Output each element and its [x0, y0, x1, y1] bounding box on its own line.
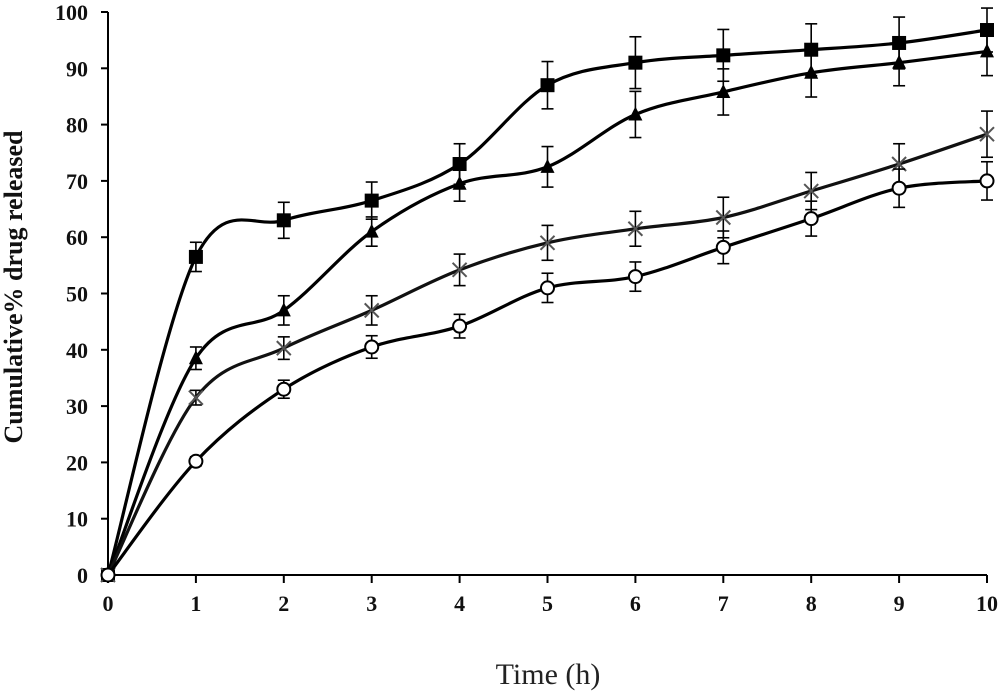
data-point-circle	[627, 269, 643, 285]
data-point-circle	[540, 280, 555, 296]
data-point-circle	[188, 453, 204, 469]
x-tick-label: 7	[718, 591, 729, 616]
data-point-square	[452, 157, 467, 172]
data-point-triangle	[276, 302, 291, 317]
series-4	[100, 160, 995, 583]
cross-stroke	[715, 209, 732, 226]
x-tick-label: 3	[366, 591, 377, 616]
data-point-cross	[539, 235, 556, 251]
data-point-square	[540, 78, 555, 93]
x-tick-label: 2	[278, 591, 289, 616]
data-point-circle	[100, 567, 116, 583]
cross-stroke	[979, 126, 995, 142]
data-point-square	[276, 213, 291, 228]
data-point-triangle	[804, 64, 819, 79]
cross-stroke	[276, 340, 292, 356]
x-tick-label: 5	[542, 591, 553, 616]
cross-stroke	[803, 183, 819, 199]
data-point-cross	[276, 340, 292, 356]
series-2	[101, 26, 994, 581]
x-tick-label: 4	[454, 591, 465, 616]
cross-stroke	[451, 262, 468, 278]
data-point-square	[364, 193, 379, 208]
y-tick-label: 70	[66, 169, 88, 194]
cross-stroke	[363, 302, 380, 319]
data-point-triangle	[980, 43, 994, 58]
data-point-cross	[979, 126, 995, 142]
x-tick-label: 0	[103, 591, 114, 616]
x-axis-title: Time (h)	[496, 658, 601, 691]
series-layer	[100, 7, 995, 583]
y-tick-label: 40	[66, 338, 88, 363]
data-point-circle	[803, 211, 819, 227]
x-tick-label: 8	[806, 591, 817, 616]
data-point-circle	[364, 339, 380, 355]
data-point-circle	[715, 239, 731, 255]
x-tick-label: 1	[190, 591, 201, 616]
cross-stroke	[539, 235, 556, 251]
data-point-circle	[276, 381, 292, 397]
data-point-circle	[891, 180, 907, 196]
data-point-cross	[627, 221, 644, 237]
data-point-circle	[452, 318, 468, 334]
cross-stroke	[188, 389, 204, 406]
data-point-triangle	[892, 54, 907, 69]
data-point-cross	[363, 302, 380, 319]
data-point-cross	[803, 183, 819, 199]
data-point-cross	[715, 209, 732, 226]
data-point-square	[716, 48, 731, 63]
data-point-square	[628, 55, 643, 70]
x-tick-label: 9	[894, 591, 905, 616]
x-tick-label: 10	[976, 591, 998, 616]
data-point-triangle	[716, 83, 731, 98]
data-point-cross	[188, 389, 204, 406]
y-axis-ticks: 0 10 20 30 40 50 60 70 80 90 100	[55, 0, 108, 588]
data-point-circle	[979, 173, 995, 189]
data-point-triangle	[628, 106, 643, 121]
series-line	[106, 179, 988, 576]
x-tick-label: 6	[630, 591, 641, 616]
y-tick-label: 10	[66, 507, 88, 532]
y-tick-label: 80	[66, 113, 88, 138]
series-line	[106, 49, 988, 576]
y-tick-label: 90	[66, 56, 88, 81]
y-tick-label: 50	[66, 282, 88, 307]
y-tick-label: 60	[66, 225, 88, 250]
axes: 0 10 20 30 40 50 60 70 80 90 100 0 1 2 3 4 5 6 7 8 9 10	[55, 0, 998, 616]
x-axis-ticks: 0 1 2 3 4 5 6 7 8 9 10	[103, 575, 998, 616]
y-axis-title: Cumulative% drug released	[0, 130, 28, 443]
data-point-triangle	[188, 350, 203, 365]
data-point-square	[188, 249, 203, 264]
data-point-triangle	[452, 175, 467, 190]
cross-stroke	[627, 221, 644, 237]
y-tick-label: 100	[55, 0, 88, 25]
data-point-triangle	[364, 223, 379, 238]
y-tick-label: 30	[66, 394, 88, 419]
data-point-triangle	[540, 158, 555, 173]
data-point-cross	[451, 262, 468, 278]
y-tick-label: 0	[77, 563, 88, 588]
series-line	[106, 132, 988, 576]
y-tick-label: 20	[66, 450, 88, 475]
